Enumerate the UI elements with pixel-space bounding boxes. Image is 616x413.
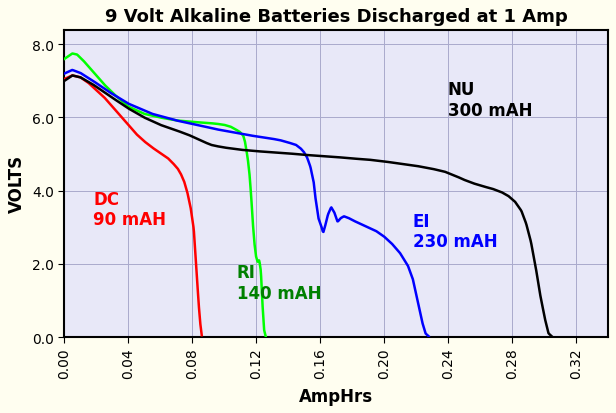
Text: NU
300 mAH: NU 300 mAH <box>448 81 532 119</box>
Text: EI
230 mAH: EI 230 mAH <box>413 212 497 251</box>
Y-axis label: VOLTS: VOLTS <box>9 155 26 213</box>
Text: DC
90 mAH: DC 90 mAH <box>93 190 166 229</box>
Title: 9 Volt Alkaline Batteries Discharged at 1 Amp: 9 Volt Alkaline Batteries Discharged at … <box>105 8 567 26</box>
X-axis label: AmpHrs: AmpHrs <box>299 387 373 405</box>
Text: RI
140 mAH: RI 140 mAH <box>237 263 322 302</box>
